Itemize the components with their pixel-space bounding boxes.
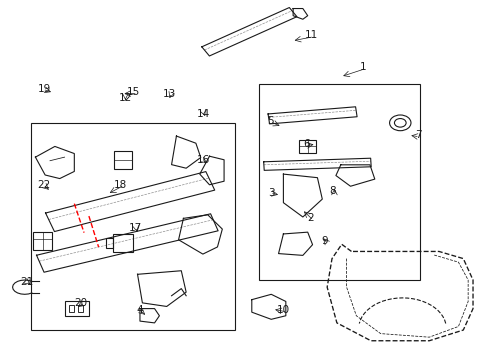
Text: 1: 1 bbox=[360, 63, 366, 72]
Bar bbox=[106, 238, 113, 248]
Bar bbox=[64, 301, 89, 316]
Bar bbox=[298, 140, 316, 153]
Text: 17: 17 bbox=[128, 223, 142, 233]
Text: 21: 21 bbox=[20, 277, 34, 287]
Text: 5: 5 bbox=[266, 116, 273, 126]
Text: 10: 10 bbox=[276, 305, 289, 315]
Text: 19: 19 bbox=[38, 84, 51, 94]
Text: 3: 3 bbox=[267, 188, 274, 198]
Text: 9: 9 bbox=[321, 236, 327, 246]
Text: 8: 8 bbox=[329, 186, 336, 196]
Text: 22: 22 bbox=[38, 180, 51, 190]
Text: 13: 13 bbox=[162, 89, 175, 99]
Bar bbox=[114, 151, 131, 169]
Text: 16: 16 bbox=[196, 156, 209, 165]
Bar bbox=[30, 123, 234, 330]
Bar bbox=[78, 305, 82, 312]
Text: 12: 12 bbox=[119, 93, 132, 103]
Text: 2: 2 bbox=[306, 212, 313, 222]
Text: 15: 15 bbox=[127, 87, 140, 98]
Text: 11: 11 bbox=[305, 30, 318, 40]
Bar bbox=[259, 84, 419, 280]
Bar bbox=[33, 232, 52, 249]
Text: 14: 14 bbox=[196, 109, 209, 119]
Text: 18: 18 bbox=[114, 180, 127, 190]
Text: 6: 6 bbox=[303, 139, 309, 149]
Text: 4: 4 bbox=[136, 305, 143, 315]
Bar bbox=[69, 305, 74, 312]
Text: 20: 20 bbox=[74, 298, 87, 308]
Bar bbox=[113, 234, 132, 252]
Text: 7: 7 bbox=[414, 130, 421, 140]
